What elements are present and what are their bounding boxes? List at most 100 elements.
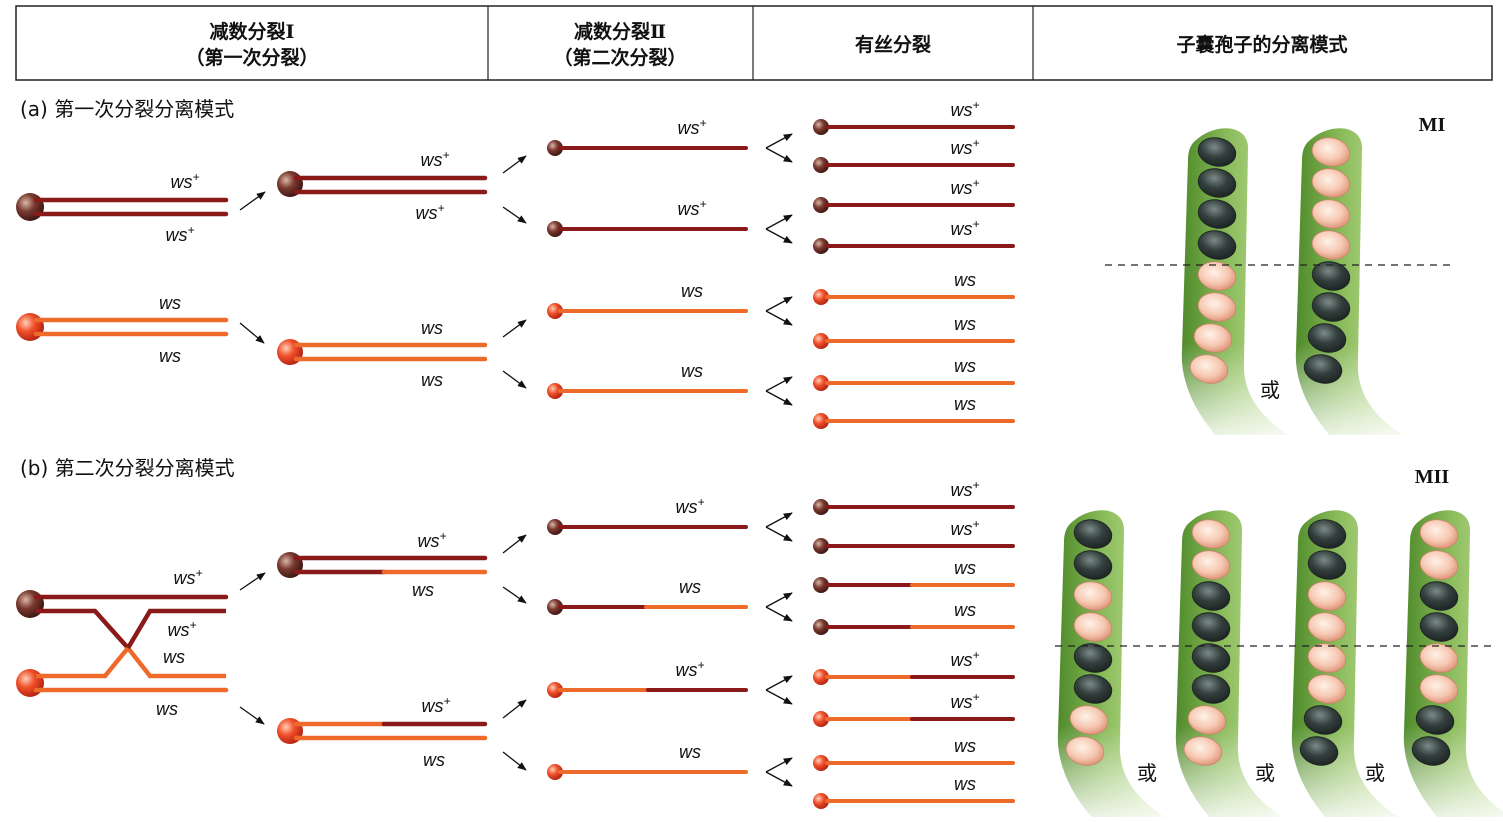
spore-dark	[1303, 354, 1343, 384]
plus-superscript: +	[189, 618, 196, 632]
spore-light	[1419, 674, 1459, 704]
spore-light	[1307, 581, 1347, 611]
chromosome-layer	[16, 119, 1015, 809]
header-table: 减数分裂Ⅰ （第一次分裂） 减数分裂Ⅱ （第二次分裂） 有丝分裂 子囊孢子的分离…	[15, 5, 1493, 81]
centromere-light	[547, 383, 563, 399]
spore-light	[1419, 519, 1459, 549]
label-ws-plus: ws+	[950, 478, 979, 500]
plus-superscript: +	[187, 223, 194, 237]
label-ws: ws	[954, 394, 976, 414]
centromere-dark	[813, 538, 829, 554]
ascus-mi-1	[1181, 128, 1288, 435]
spore-dark	[1411, 736, 1451, 766]
plus-superscript: +	[195, 566, 202, 580]
centromere-light	[813, 333, 829, 349]
label-ws-plus: ws+	[173, 566, 202, 588]
arrow	[765, 689, 793, 705]
label-ws-plus: ws+	[950, 217, 979, 239]
label-ws: ws	[954, 736, 976, 756]
arrow	[765, 512, 793, 528]
label-ws-plus: ws+	[950, 517, 979, 539]
centromere-dark	[813, 157, 829, 173]
or-text: 或	[1137, 761, 1157, 785]
spore-light	[1311, 230, 1351, 260]
arrow	[502, 370, 527, 389]
spore-light	[1073, 581, 1113, 611]
spore-light	[1307, 674, 1347, 704]
arrow	[502, 534, 527, 554]
label-ws-plus: ws+	[421, 694, 450, 716]
spore-light	[1419, 643, 1459, 673]
arrow-layer	[239, 133, 793, 787]
label-ws: ws	[679, 742, 701, 762]
spore-dark	[1073, 674, 1113, 704]
plus-superscript: +	[192, 170, 199, 184]
spore-light	[1187, 705, 1227, 735]
label-ws: ws	[679, 577, 701, 597]
ascus-mii-1	[1057, 510, 1164, 817]
spore-dark	[1311, 292, 1351, 322]
centromere-light	[16, 669, 44, 697]
centromere-light	[813, 711, 829, 727]
arrow	[765, 376, 793, 392]
header-meiosis2: 减数分裂Ⅱ	[574, 20, 666, 43]
crossover-light	[126, 646, 226, 679]
centromere-light	[547, 682, 563, 698]
spore-dark	[1419, 612, 1459, 642]
arrow	[765, 296, 793, 312]
header-meiosis1: 减数分裂Ⅰ	[210, 20, 295, 43]
label-ws: ws	[954, 600, 976, 620]
arrow	[765, 771, 793, 787]
centromere-dark	[813, 619, 829, 635]
arrow	[239, 322, 265, 344]
centromere-light	[813, 793, 829, 809]
crossover-dark	[36, 608, 130, 650]
plus-superscript: +	[443, 694, 450, 708]
centromere-dark	[813, 499, 829, 515]
label-ws: ws	[954, 270, 976, 290]
crossover-dark	[126, 608, 226, 650]
arrow	[765, 526, 793, 542]
label-ws: ws	[421, 370, 443, 390]
label-ws-plus: ws+	[677, 116, 706, 138]
spore-light	[1419, 550, 1459, 580]
plus-superscript: +	[699, 197, 706, 211]
centromere-light	[547, 764, 563, 780]
arrow	[502, 586, 527, 604]
plus-superscript: +	[972, 217, 979, 231]
label-ws-plus: ws+	[950, 648, 979, 670]
plus-superscript: +	[972, 690, 979, 704]
arrow	[765, 592, 793, 608]
label-ws: ws	[156, 699, 178, 719]
plus-superscript: +	[699, 116, 706, 130]
plus-superscript: +	[439, 529, 446, 543]
spore-light	[1197, 261, 1237, 291]
arrow	[765, 606, 793, 622]
arrow	[239, 706, 265, 725]
arrow	[765, 757, 793, 773]
ascus-layer: 或或或或	[1055, 128, 1503, 817]
centromere-light	[547, 303, 563, 319]
centromere-dark	[547, 140, 563, 156]
plus-superscript: +	[442, 148, 449, 162]
spore-light	[1197, 292, 1237, 322]
label-ws-plus: ws+	[167, 618, 196, 640]
label-ws: ws	[954, 774, 976, 794]
spore-dark	[1415, 705, 1455, 735]
plus-superscript: +	[697, 495, 704, 509]
label-ws: ws	[159, 346, 181, 366]
arrow	[765, 310, 793, 326]
spore-light	[1073, 612, 1113, 642]
spore-dark	[1299, 736, 1339, 766]
centromere-dark	[813, 238, 829, 254]
label-ws-plus: ws+	[170, 170, 199, 192]
label-ws-plus: ws+	[950, 690, 979, 712]
centromere-light	[813, 755, 829, 771]
plus-superscript: +	[972, 98, 979, 112]
arrow	[502, 699, 527, 719]
centromere-light	[813, 375, 829, 391]
centromere-light	[813, 289, 829, 305]
label-ws: ws	[954, 558, 976, 578]
label-ws: ws	[163, 647, 185, 667]
